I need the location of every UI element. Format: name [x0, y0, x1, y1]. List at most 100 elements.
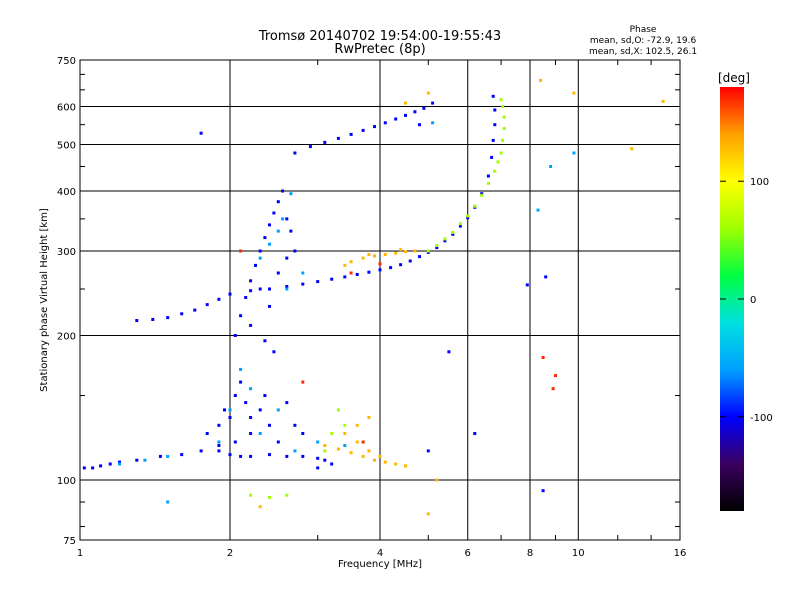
- y-axis: 75 100 200 300 400 500 600 750: [57, 56, 76, 547]
- data-point: [228, 408, 232, 412]
- data-point: [205, 432, 209, 435]
- colorbar-ticks: 100 0 -100: [720, 177, 773, 424]
- data-point: [493, 123, 497, 127]
- data-point: [493, 108, 497, 112]
- y-tick-label: 500: [57, 141, 76, 152]
- data-point: [285, 256, 289, 260]
- data-point: [443, 239, 447, 243]
- x-tick-label: 4: [377, 548, 383, 559]
- data-point: [239, 249, 243, 253]
- data-point: [263, 394, 267, 397]
- data-point: [399, 248, 403, 252]
- x-tick-label: 6: [465, 548, 471, 559]
- data-point: [349, 260, 353, 264]
- y-tick-label: 400: [57, 187, 76, 198]
- data-point: [466, 216, 470, 220]
- data-point: [249, 279, 253, 283]
- x-tick-label: 10: [572, 548, 585, 559]
- data-point: [276, 408, 280, 412]
- data-point: [82, 466, 86, 470]
- data-point: [99, 464, 103, 468]
- data-point: [378, 262, 382, 266]
- data-point: [272, 211, 276, 215]
- data-point: [502, 115, 506, 119]
- data-point: [486, 181, 490, 185]
- data-point: [435, 244, 439, 247]
- data-point: [404, 113, 407, 117]
- data-point: [490, 155, 494, 159]
- data-point: [541, 356, 545, 359]
- data-point: [336, 136, 340, 140]
- data-point: [217, 297, 221, 301]
- data-point: [158, 454, 162, 458]
- data-point: [239, 454, 243, 458]
- data-point: [143, 458, 147, 462]
- data-point: [249, 493, 253, 497]
- data-point: [180, 453, 184, 457]
- data-point: [244, 401, 248, 405]
- data-point: [413, 110, 417, 114]
- data-point: [549, 165, 553, 168]
- data-point: [272, 350, 276, 354]
- data-point: [502, 127, 506, 130]
- y-tick-label: 750: [57, 56, 76, 67]
- data-point: [501, 105, 505, 108]
- data-points: [82, 78, 665, 516]
- data-point: [166, 454, 170, 458]
- data-point: [361, 256, 365, 260]
- data-point: [258, 287, 262, 291]
- y-tick-label: 200: [57, 332, 76, 343]
- data-point: [293, 249, 297, 253]
- data-point: [239, 380, 243, 384]
- data-point: [323, 140, 327, 144]
- data-point: [383, 121, 387, 125]
- data-point: [301, 271, 305, 275]
- data-point: [378, 268, 382, 272]
- data-point: [249, 454, 253, 458]
- data-point: [373, 125, 376, 129]
- data-point: [323, 444, 327, 447]
- data-point: [217, 449, 221, 453]
- data-point: [458, 224, 462, 228]
- data-point: [108, 462, 112, 466]
- data-point: [383, 253, 387, 256]
- data-point: [268, 242, 271, 246]
- data-point: [431, 121, 435, 125]
- data-point: [323, 449, 327, 453]
- data-point: [193, 308, 197, 312]
- data-point: [151, 318, 155, 321]
- data-point: [301, 432, 305, 435]
- data-point: [496, 160, 500, 164]
- data-point: [258, 505, 262, 509]
- data-point: [367, 253, 371, 256]
- data-point: [316, 280, 320, 284]
- data-point: [473, 432, 477, 435]
- data-point: [343, 423, 347, 427]
- data-point: [118, 462, 121, 466]
- data-point: [316, 466, 320, 470]
- data-point: [399, 263, 403, 267]
- data-point: [343, 444, 347, 447]
- x-tick-label: 1: [77, 548, 83, 559]
- data-point: [258, 249, 262, 253]
- data-point: [383, 460, 387, 464]
- data-point: [491, 94, 495, 98]
- data-point: [404, 464, 407, 468]
- data-point: [541, 489, 545, 493]
- data-point: [426, 249, 430, 253]
- y-axis-label: Stationary phase Virtual Height [km]: [39, 208, 50, 392]
- data-point: [480, 192, 484, 196]
- data-point: [355, 440, 359, 444]
- data-point: [330, 432, 334, 435]
- data-point: [544, 275, 548, 279]
- data-point: [378, 454, 382, 458]
- data-point: [355, 273, 359, 276]
- data-point: [293, 449, 297, 453]
- data-point: [199, 449, 203, 453]
- data-point: [630, 147, 634, 151]
- data-point: [293, 151, 297, 155]
- grid: [80, 60, 680, 540]
- data-point: [336, 447, 340, 451]
- data-point: [361, 128, 365, 132]
